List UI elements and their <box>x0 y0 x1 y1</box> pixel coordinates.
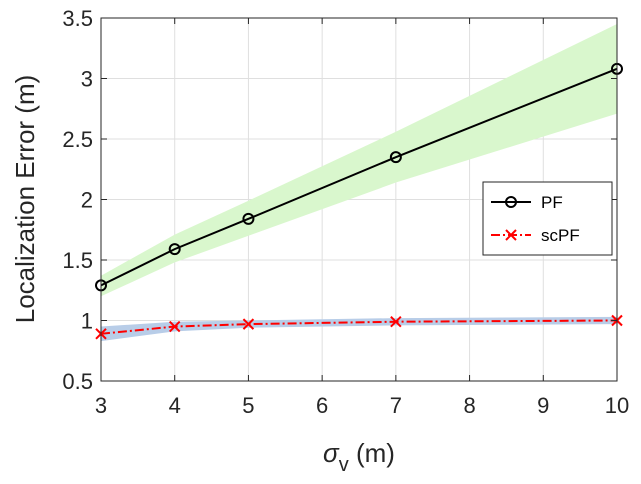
axis-ticks <box>100 17 618 382</box>
legend-scpf-marker <box>505 229 517 241</box>
x-tick-label: 9 <box>537 393 549 418</box>
x-tick-label: 6 <box>316 393 328 418</box>
marker-pf <box>168 243 181 256</box>
y-tick-label: 0.5 <box>62 369 93 394</box>
x-tick-label: 4 <box>169 393 181 418</box>
y-tick-label: 2 <box>81 188 93 213</box>
tick-labels: 3 4 5 6 7 8 9 10 0.5 1 1.5 2 2.5 3 3.5 <box>62 6 629 418</box>
series-lines <box>100 67 618 335</box>
legend: PF scPF <box>482 181 613 256</box>
y-tick-label: 3.5 <box>62 6 93 31</box>
x-axis-label-unit: (m) <box>349 438 395 468</box>
marker-scpf-stroke <box>169 320 181 333</box>
y-axis-label: Localization Error (m) <box>10 75 40 324</box>
y-tick-label: 1 <box>81 309 93 334</box>
y-tick-label: 3 <box>81 67 93 92</box>
marker-scpf-stroke <box>390 316 402 328</box>
legend-box <box>482 181 613 256</box>
line-pf <box>100 67 618 287</box>
marker-scpf <box>242 318 255 330</box>
marker-pf <box>389 151 402 164</box>
marker-scpf-stroke <box>242 318 255 330</box>
x-tick-label: 8 <box>463 393 475 418</box>
x-tick-label: 7 <box>390 393 402 418</box>
legend-pf-marker <box>505 196 517 208</box>
y-tick-label: 1.5 <box>62 248 93 273</box>
marker-scpf <box>169 320 181 333</box>
legend-pf-label: PF <box>541 193 563 212</box>
band-pf <box>101 24 617 297</box>
confidence-bands <box>101 24 617 342</box>
legend-scpf-label: scPF <box>541 226 580 245</box>
x-axis-label-subscript: v <box>339 454 349 476</box>
y-tick-label: 2.5 <box>62 127 93 152</box>
x-axis-label-symbol: σ <box>323 438 340 468</box>
marker-scpf <box>390 316 402 328</box>
x-tick-label: 3 <box>95 393 107 418</box>
x-tick-label: 10 <box>605 393 629 418</box>
x-tick-label: 5 <box>242 393 254 418</box>
x-axis-label: σv (m) <box>323 438 395 476</box>
band-scpf <box>101 316 617 342</box>
marker-pf <box>242 212 255 225</box>
